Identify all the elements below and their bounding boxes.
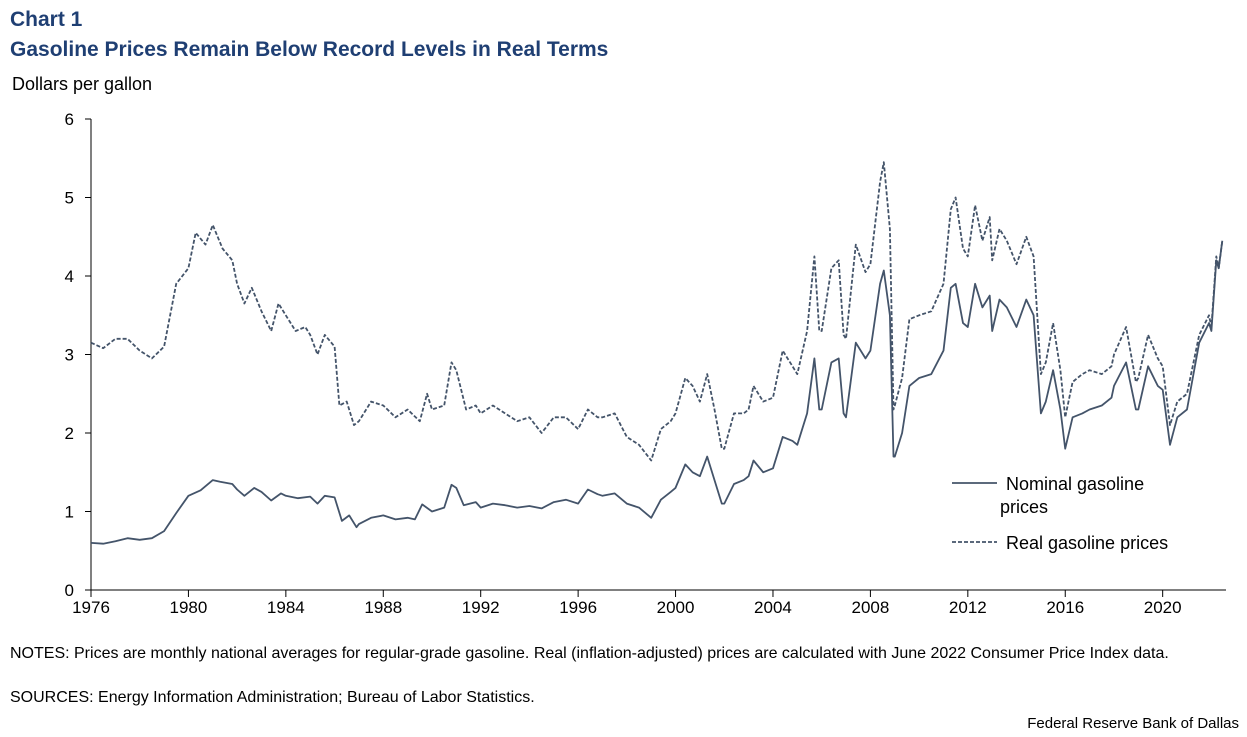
y-axis-label: Dollars per gallon [12, 74, 153, 94]
x-tick-label: 1976 [72, 598, 110, 617]
credit-text: Federal Reserve Bank of Dallas [1027, 715, 1239, 732]
y-tick-label: 5 [65, 189, 74, 208]
x-tick-label: 2016 [1046, 598, 1084, 617]
y-axis: 0 1 2 3 4 5 6 [65, 110, 92, 600]
notes-text: NOTES: Prices are monthly national avera… [10, 645, 1169, 662]
legend: Nominal gasoline prices Real gasoline pric… [952, 474, 1168, 553]
series-lines [90, 161, 1224, 545]
y-tick-label: 0 [65, 581, 74, 600]
real-price-line [90, 161, 1224, 462]
legend-label-nominal: Nominal gasoline [1006, 474, 1144, 494]
x-tick-label: 1992 [462, 598, 500, 617]
legend-label-nominal: prices [1000, 497, 1048, 517]
x-tick-label: 2008 [851, 598, 889, 617]
sources-text: SOURCES: Energy Information Administrati… [10, 689, 535, 706]
x-tick-label: 1988 [364, 598, 402, 617]
chart-number: Chart 1 [10, 8, 83, 31]
line-chart: 0 1 2 3 4 5 6 1976 1980 1984 1988 1992 1996 2000 2004… [65, 110, 1226, 617]
x-axis: 1976 1980 1984 1988 1992 1996 2000 2004 2008 2012… [72, 589, 1226, 617]
y-tick-label: 1 [65, 503, 74, 522]
chart-title: Gasoline Prices Remain Below Record Leve… [10, 38, 609, 61]
x-tick-label: 1984 [267, 598, 305, 617]
y-tick-label: 3 [65, 346, 74, 365]
x-tick-label: 2012 [949, 598, 987, 617]
y-tick-label: 6 [65, 110, 74, 129]
x-tick-label: 1996 [559, 598, 597, 617]
x-tick-label: 2000 [657, 598, 695, 617]
x-tick-label: 1980 [170, 598, 208, 617]
x-tick-label: 2004 [754, 598, 792, 617]
y-tick-label: 2 [65, 424, 74, 443]
legend-label-real: Real gasoline prices [1006, 533, 1168, 553]
x-tick-label: 2020 [1144, 598, 1182, 617]
y-tick-label: 4 [65, 267, 74, 286]
nominal-price-line [90, 240, 1224, 545]
